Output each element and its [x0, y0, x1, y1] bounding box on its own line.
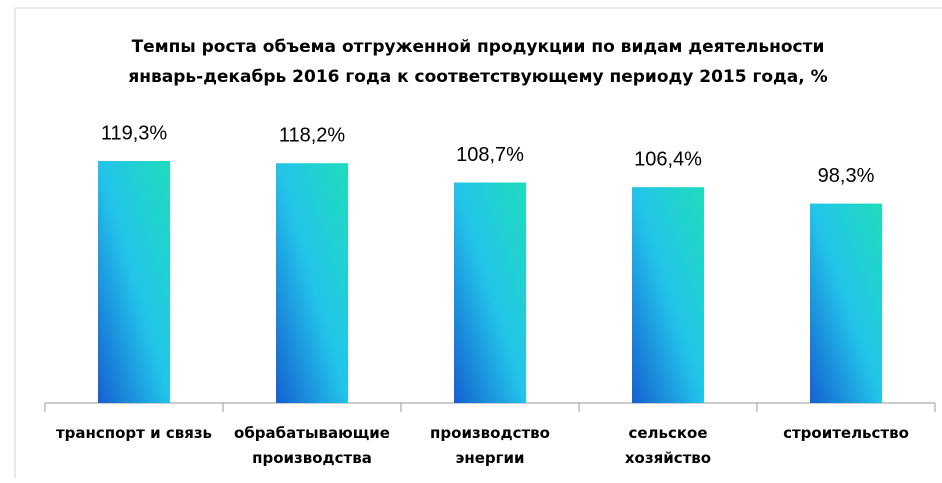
data-label: 98,3%: [818, 165, 875, 187]
chart-subtitle: январь-декабрь 2016 года к соответствующ…: [128, 67, 827, 87]
data-label: 119,3%: [101, 122, 168, 144]
x-tick-label: обрабатывающие производства: [234, 424, 390, 467]
data-label: 108,7%: [456, 144, 524, 166]
x-tick-label: транспорт и связь: [56, 424, 212, 442]
bar: [276, 163, 348, 403]
label-line: транспорт и связь: [56, 424, 212, 442]
chart-title: Темпы роста объема отгруженной продукции…: [132, 37, 825, 57]
label-line: хозяйство: [625, 449, 711, 467]
label-line: обрабатывающие: [234, 424, 390, 442]
x-tick-label: сельское хозяйство: [625, 424, 711, 467]
bar: [454, 182, 526, 403]
label-line: строительство: [783, 424, 909, 442]
bar: [632, 187, 704, 403]
label-line: сельское: [628, 424, 707, 442]
data-label: 118,2%: [279, 125, 346, 147]
data-label: 106,4%: [634, 148, 702, 170]
label-line: производство: [430, 424, 550, 442]
bar: [98, 160, 170, 403]
x-tick-label: строительство: [783, 424, 909, 442]
x-tick-label: производство энергии: [430, 424, 550, 467]
bar: [810, 203, 882, 403]
label-line: энергии: [455, 449, 524, 467]
label-line: производства: [252, 449, 372, 467]
